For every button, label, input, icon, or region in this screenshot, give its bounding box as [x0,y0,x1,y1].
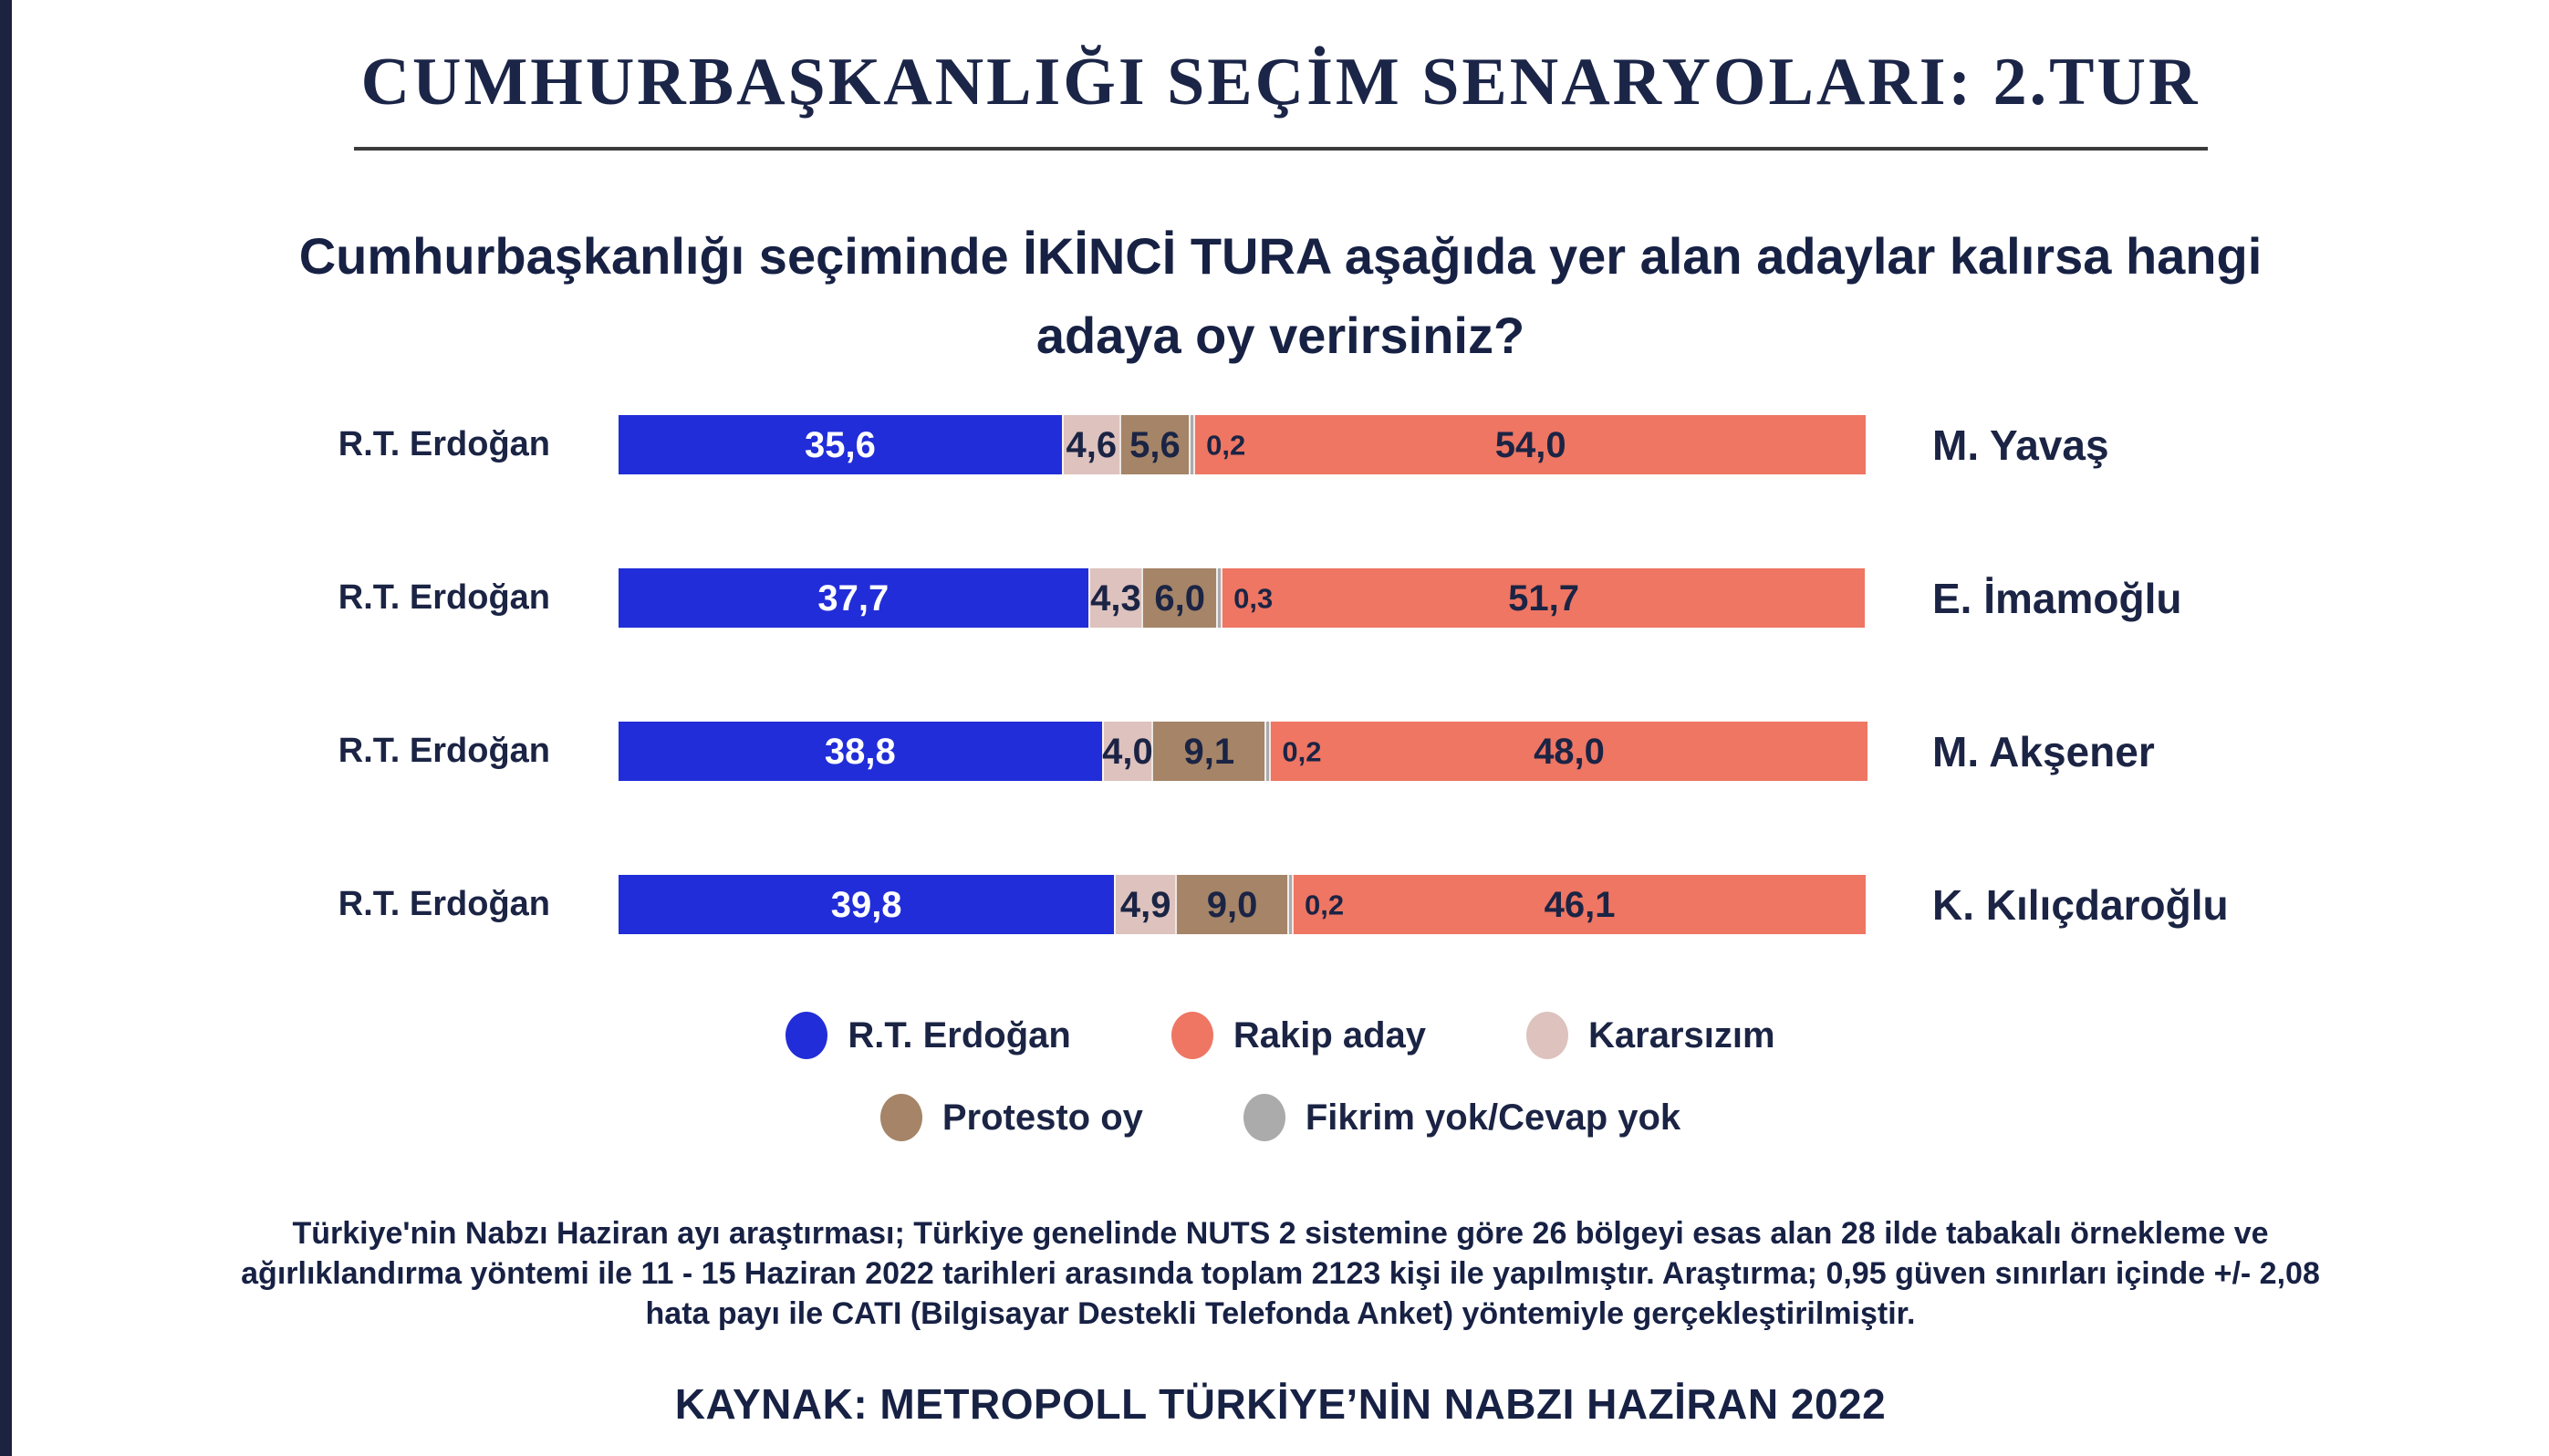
chart-row: R.T. Erdoğan 37,7 4,3 6,0 0,3 51,7 E. İmamoğlu [12,568,2549,628]
segment-value-label: 9,0 [1206,884,1258,925]
chart-row: R.T. Erdoğan 35,6 4,6 5,6 0,2 54,0 M. Yavaş [12,415,2549,474]
bar-track: 37,7 4,3 6,0 0,3 51,7 [619,568,1865,628]
legend-row: Protesto oy Fikrim yok/Cevap yok [879,1087,1680,1148]
bar-segment-kararsiz: 4,0 [1101,722,1153,781]
bar-track: 38,8 4,0 9,1 0,2 48,0 [619,722,1868,781]
bar-segment-erdogan: 37,7 [619,568,1088,628]
segment-value-label: 0,3 [1233,582,1274,614]
bar-segment-fikrim_yok: 0,2 [1189,415,1245,474]
bar-segment-erdogan: 38,8 [619,722,1102,781]
row-right-label: M. Akşener [1932,727,2155,775]
methodology-line: hata payı ile CATI (Bilgisayar Destekli … [645,1296,1916,1331]
segment-value-label: 0,2 [1282,735,1322,767]
segment-value-label: 4,3 [1090,577,1141,619]
page: CUMHURBAŞKANLIĞI SEÇİM SENARYOLARI: 2.TU… [12,0,2549,1429]
segment-value-label: 46,1 [1544,884,1616,925]
legend-swatch-fikrim_yok-icon [1243,1094,1285,1141]
source-caption: KAYNAK: METROPOLL TÜRKİYE’NİN NABZI HAZİ… [674,1380,1887,1428]
legend-item-protesto: Protesto oy [879,1094,1143,1141]
legend-item-fikrim_yok: Fikrim yok/Cevap yok [1243,1094,1680,1141]
bar-segment-protesto: 9,1 [1151,722,1265,781]
segment-value-label: 39,8 [830,884,902,925]
legend-label: Fikrim yok/Cevap yok [1305,1097,1681,1138]
row-right-label: K. Kılıçdaroğlu [1932,880,2229,929]
title-underline [353,147,2208,151]
legend-swatch-erdogan-icon [786,1012,828,1059]
legend-swatch-protesto-icon [879,1094,922,1141]
bar-segment-protesto: 5,6 [1118,415,1190,474]
bar-segment-kararsiz: 4,3 [1087,568,1142,628]
bar-track: 35,6 4,6 5,6 0,2 54,0 [619,415,1867,474]
legend-item-rakip: Rakip aday [1170,1012,1427,1059]
legend-row: R.T. Erdoğan Rakip aday Kararsızım [786,1005,1775,1066]
segment-value-label: 9,1 [1183,731,1235,772]
bar-segment-erdogan: 39,8 [619,875,1115,934]
chart-row: R.T. Erdoğan 39,8 4,9 9,0 0,2 46,1 K. Kılıçdar… [12,875,2549,934]
page-title: CUMHURBAŞKANLIĞI SEÇİM SENARYOLARI: 2.TU… [360,45,2200,120]
row-left-label: R.T. Erdoğan [338,425,550,463]
bar-segment-rakip: 54,0 [1193,415,1867,474]
bar-segment-protesto: 6,0 [1141,568,1217,628]
bar-segment-fikrim_yok: 0,2 [1264,722,1322,781]
segment-value-label: 4,0 [1102,731,1153,772]
segment-value-label: 38,8 [824,731,896,772]
row-right-label: M. Yavaş [1932,421,2109,469]
segment-value-label: 54,0 [1494,424,1566,465]
segment-value-label: 4,9 [1119,884,1171,925]
methodology-line: Türkiye'nin Nabzı Haziran ayı araştırmas… [292,1216,2269,1251]
segment-value-label: 0,2 [1304,889,1345,920]
bar-segment-rakip: 48,0 [1269,722,1868,781]
chart-question: Cumhurbaşkanlığı seçiminde İKİNCİ TURA a… [298,227,2263,364]
bar-segment-kararsiz: 4,9 [1114,875,1176,934]
bar-segment-fikrim_yok: 0,3 [1216,568,1273,628]
bar-segment-rakip: 51,7 [1221,568,1865,628]
segment-value-label: 37,7 [817,577,890,619]
segment-value-label: 0,2 [1206,429,1246,461]
methodology-line: ağırlıklandırma yöntemi ile 11 - 15 Hazi… [241,1256,2320,1291]
segment-value-label: 35,6 [805,424,876,465]
legend-label: Protesto oy [942,1097,1143,1138]
bar-segment-kararsiz: 4,6 [1061,415,1119,474]
legend-label: R.T. Erdoğan [848,1014,1071,1056]
segment-value-label: 51,7 [1508,577,1579,619]
legend-swatch-kararsiz-icon [1526,1012,1569,1059]
segment-value-label: 48,0 [1534,731,1605,772]
legend-item-kararsiz: Kararsızım [1526,1012,1775,1059]
bar-segment-erdogan: 35,6 [619,415,1062,474]
chart-legend: R.T. Erdoğan Rakip aday Kararsızım Protesto… [12,1005,2549,1148]
bar-track: 39,8 4,9 9,0 0,2 46,1 [619,875,1867,934]
stacked-bar-chart: R.T. Erdoğan 35,6 4,6 5,6 0,2 54,0 M. Yavaş R.T… [12,415,2549,934]
segment-value-label: 5,6 [1129,424,1181,465]
left-accent-strip [0,0,12,1456]
legend-label: Rakip aday [1233,1014,1427,1056]
row-left-label: R.T. Erdoğan [338,885,550,923]
segment-value-label: 4,6 [1066,424,1118,465]
header: CUMHURBAŞKANLIĞI SEÇİM SENARYOLARI: 2.TU… [12,44,2549,151]
row-left-label: R.T. Erdoğan [338,578,550,617]
row-right-label: E. İmamoğlu [1932,574,2182,622]
chart-row: R.T. Erdoğan 38,8 4,0 9,1 0,2 48,0 M. Akşener [12,722,2549,781]
bar-segment-rakip: 46,1 [1291,875,1867,934]
segment-value-label: 6,0 [1154,577,1206,619]
legend-label: Kararsızım [1588,1014,1775,1056]
methodology-note: Türkiye'nin Nabzı Haziran ayı araştırmas… [12,1213,2549,1334]
legend-item-erdogan: R.T. Erdoğan [786,1012,1071,1059]
bar-segment-protesto: 9,0 [1175,875,1287,934]
row-left-label: R.T. Erdoğan [338,732,550,770]
bar-segment-fikrim_yok: 0,2 [1286,875,1344,934]
legend-swatch-rakip-icon [1170,1012,1213,1059]
